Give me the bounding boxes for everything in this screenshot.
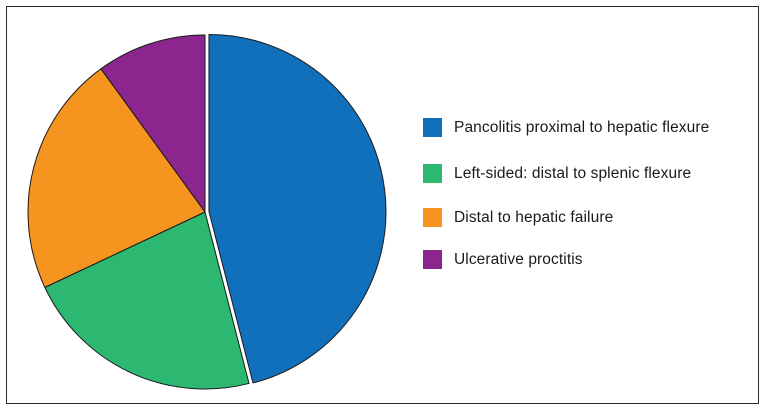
pie-slice-distal-to-hepatic-failure xyxy=(27,68,206,288)
legend-label-proctitis: Ulcerative proctitis xyxy=(454,250,583,268)
legend-swatch-left-sided xyxy=(423,164,442,183)
legend-item-distal-hepatic: Distal to hepatic failure xyxy=(423,208,613,227)
legend-item-proctitis: Ulcerative proctitis xyxy=(423,250,583,269)
pie-slice-pancolitis-proximal-to-hepatic-flexure xyxy=(208,33,387,384)
legend-item-left-sided: Left-sided: distal to splenic flexure xyxy=(423,164,691,183)
legend-swatch-pancolitis xyxy=(423,118,442,137)
legend-item-pancolitis: Pancolitis proximal to hepatic flexure xyxy=(423,118,709,137)
legend-swatch-distal-hepatic xyxy=(423,208,442,227)
legend-label-distal-hepatic: Distal to hepatic failure xyxy=(454,208,614,226)
pie-slice-ulcerative-proctitis xyxy=(100,34,206,213)
legend-label-pancolitis: Pancolitis proximal to hepatic flexure xyxy=(454,118,710,136)
pie-slice-left-sided-distal-to-splenic-flexure xyxy=(44,211,250,390)
legend-label-left-sided: Left-sided: distal to splenic flexure xyxy=(454,164,692,182)
legend-swatch-proctitis xyxy=(423,250,442,269)
